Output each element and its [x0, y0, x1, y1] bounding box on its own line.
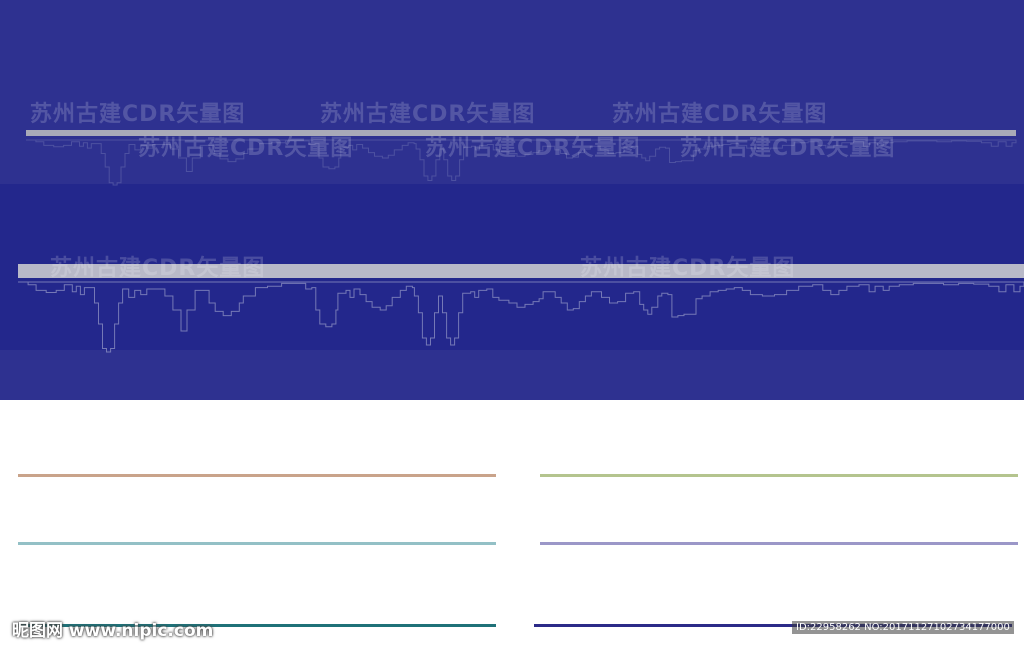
skyline-teal-base	[18, 624, 496, 627]
skyline-green-base	[540, 474, 1018, 477]
site-logo-text: 昵图网 www.nipic.com	[12, 621, 214, 641]
bottom-band	[0, 350, 1024, 400]
top-band	[0, 0, 1024, 184]
skyline-lavender-base	[540, 542, 1018, 545]
image-id-text: ID:22958262 NO:20171127102734177000	[792, 621, 1014, 634]
skyline-top-base	[26, 130, 1016, 136]
skyline-tan-base	[18, 474, 496, 477]
skyline-main-base	[18, 264, 1024, 278]
skyline-lightblue-base	[18, 542, 496, 545]
reflection-top	[26, 139, 1017, 186]
reflection-main	[18, 281, 1024, 353]
skyline-navy-base	[534, 624, 1012, 627]
